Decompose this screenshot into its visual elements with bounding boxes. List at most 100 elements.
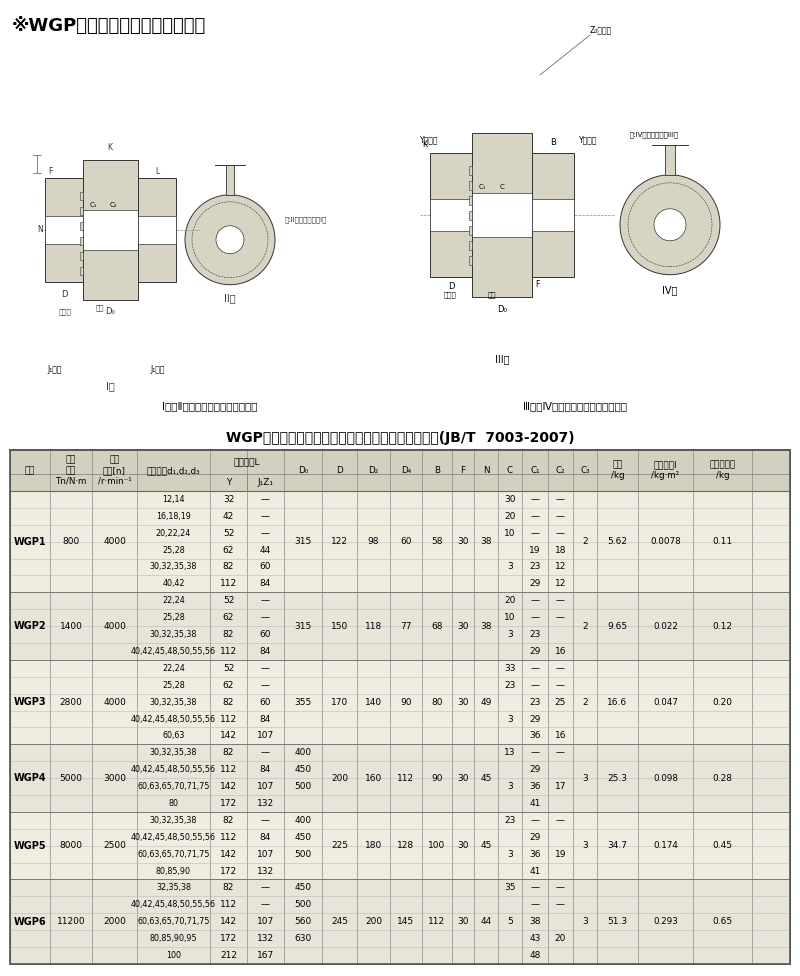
Text: 142: 142 <box>220 917 237 926</box>
Text: 30,32,35,38: 30,32,35,38 <box>150 749 197 757</box>
Text: J₁Z₁: J₁Z₁ <box>258 478 274 487</box>
Bar <box>138 178 176 282</box>
Text: 40,42: 40,42 <box>162 580 185 589</box>
Text: F: F <box>48 167 52 177</box>
Text: —: — <box>261 613 270 622</box>
Text: —: — <box>556 495 565 504</box>
Text: Ⅰ型、Ⅱ型带制动盘鼓形齿式联轴器: Ⅰ型、Ⅱ型带制动盘鼓形齿式联轴器 <box>162 401 258 412</box>
Text: WGP3: WGP3 <box>14 697 46 708</box>
Text: 51.3: 51.3 <box>607 917 627 926</box>
Text: 29: 29 <box>530 580 541 589</box>
Text: 60: 60 <box>260 562 271 572</box>
Text: 轴孔长度L: 轴孔长度L <box>234 458 260 467</box>
Text: 112: 112 <box>220 714 237 723</box>
Text: 160: 160 <box>365 774 382 783</box>
Text: —: — <box>556 596 565 605</box>
Text: WGP1: WGP1 <box>14 537 46 547</box>
Text: J₁轴孔: J₁轴孔 <box>150 365 166 374</box>
Text: 25.3: 25.3 <box>607 774 627 783</box>
Text: 0.098: 0.098 <box>653 774 678 783</box>
Text: 0.20: 0.20 <box>713 698 733 707</box>
Text: 3: 3 <box>582 774 588 783</box>
Text: 132: 132 <box>257 799 274 808</box>
Text: 107: 107 <box>257 917 274 926</box>
Text: F: F <box>461 466 466 475</box>
Text: 3: 3 <box>507 562 513 572</box>
Text: L: L <box>155 167 159 177</box>
Text: Ⅲ型、Ⅳ型带制动盘鼓形齿式联轴器: Ⅲ型、Ⅳ型带制动盘鼓形齿式联轴器 <box>523 401 627 412</box>
Text: WGP5: WGP5 <box>14 840 46 851</box>
Text: B: B <box>434 466 440 475</box>
Text: 60: 60 <box>260 630 271 639</box>
Text: —: — <box>261 680 270 690</box>
Text: K: K <box>107 143 113 152</box>
Text: 25,28: 25,28 <box>162 546 185 554</box>
Text: 80: 80 <box>431 698 442 707</box>
Text: 30: 30 <box>458 622 469 630</box>
Text: 8000: 8000 <box>59 841 82 850</box>
Text: 62: 62 <box>223 546 234 554</box>
Text: II型: II型 <box>224 293 236 303</box>
Text: 23: 23 <box>530 630 541 639</box>
Text: 30,32,35,38: 30,32,35,38 <box>150 698 197 707</box>
Text: —: — <box>261 816 270 825</box>
Text: 112: 112 <box>220 900 237 910</box>
Text: 43: 43 <box>530 934 541 943</box>
Text: 23: 23 <box>530 698 541 707</box>
Text: 77: 77 <box>400 622 412 630</box>
Text: 4000: 4000 <box>103 698 126 707</box>
Text: 11200: 11200 <box>57 917 86 926</box>
Text: 38: 38 <box>530 917 541 926</box>
Bar <box>138 222 141 229</box>
Text: 许用
转速[n]
/r·min⁻¹: 许用 转速[n] /r·min⁻¹ <box>98 456 131 485</box>
Text: 32,35,38: 32,35,38 <box>156 883 191 892</box>
Text: 245: 245 <box>331 917 348 926</box>
Text: 122: 122 <box>331 537 348 547</box>
Text: 转动惯量I
/kg·m²: 转动惯量I /kg·m² <box>651 461 679 480</box>
Text: —: — <box>261 495 270 504</box>
Bar <box>10 592 790 660</box>
Text: 22,24: 22,24 <box>162 596 185 605</box>
Text: 29: 29 <box>530 833 541 841</box>
Bar <box>532 181 535 189</box>
Bar <box>138 266 141 274</box>
Text: 质量
/kg: 质量 /kg <box>610 461 624 480</box>
Text: 107: 107 <box>257 782 274 792</box>
Text: 1400: 1400 <box>59 622 82 630</box>
Bar <box>10 745 790 812</box>
Bar <box>80 266 83 274</box>
Text: 142: 142 <box>220 850 237 859</box>
Text: 18: 18 <box>554 546 566 554</box>
Text: 0.022: 0.022 <box>653 622 678 630</box>
Text: 167: 167 <box>257 951 274 960</box>
Text: —: — <box>261 883 270 892</box>
Text: 500: 500 <box>294 782 312 792</box>
Text: 142: 142 <box>220 782 237 792</box>
Text: 0.12: 0.12 <box>713 622 733 630</box>
Text: 400: 400 <box>294 816 311 825</box>
Text: 30,32,35,38: 30,32,35,38 <box>150 562 197 572</box>
Text: 315: 315 <box>294 622 312 630</box>
Bar <box>45 216 83 244</box>
Bar <box>138 216 176 244</box>
Text: 112: 112 <box>220 765 237 774</box>
Text: 112: 112 <box>220 833 237 841</box>
Text: 12: 12 <box>555 580 566 589</box>
Text: —: — <box>261 900 270 910</box>
Text: 82: 82 <box>223 630 234 639</box>
Text: —: — <box>261 664 270 672</box>
Text: 34.7: 34.7 <box>607 841 627 850</box>
Text: I型: I型 <box>106 382 114 391</box>
Text: 注油口: 注油口 <box>58 308 71 315</box>
Text: 41: 41 <box>530 799 541 808</box>
Text: 80: 80 <box>169 799 178 808</box>
Text: 2500: 2500 <box>103 841 126 850</box>
Text: 30: 30 <box>458 698 469 707</box>
Text: 20: 20 <box>504 511 516 521</box>
Text: 12,14: 12,14 <box>162 495 185 504</box>
Text: 标志: 标志 <box>96 305 104 311</box>
Text: 112: 112 <box>429 917 446 926</box>
Bar <box>532 199 574 230</box>
Text: 80,85,90: 80,85,90 <box>156 867 191 875</box>
Text: 60,63,65,70,71,75: 60,63,65,70,71,75 <box>138 782 210 792</box>
